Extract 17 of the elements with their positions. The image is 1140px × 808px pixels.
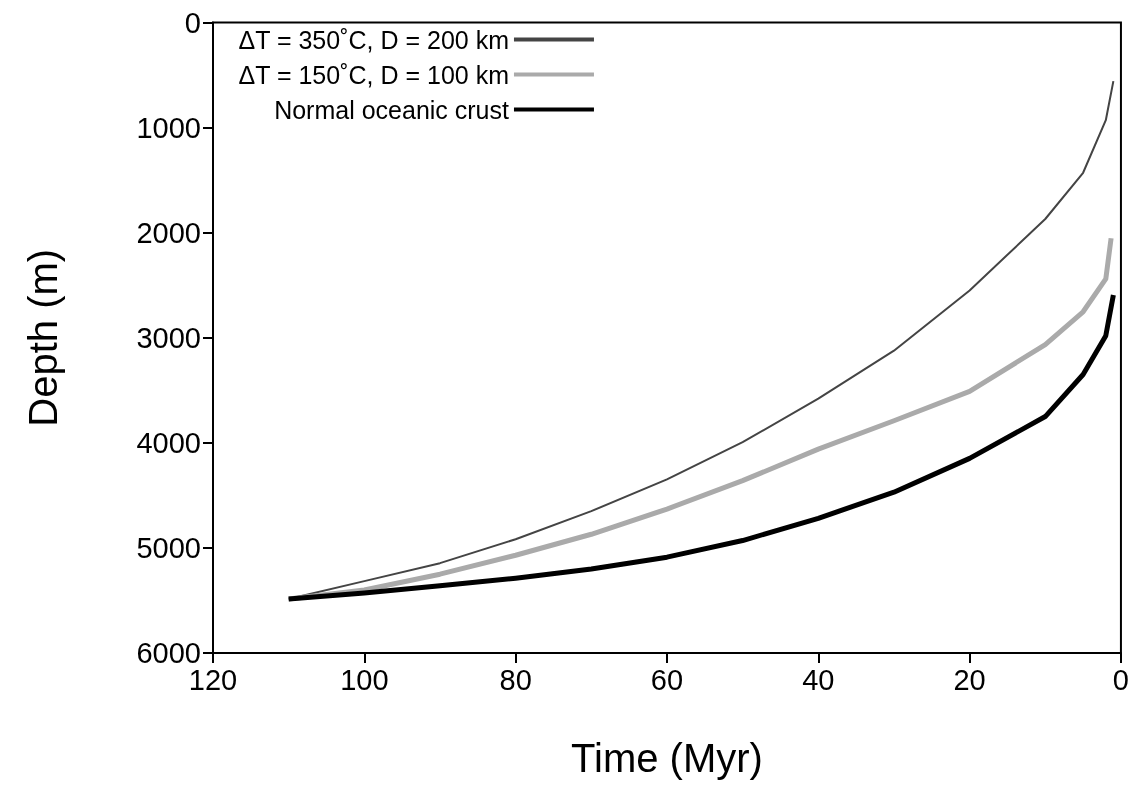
x-tick-label: 20	[953, 663, 986, 696]
legend-label: ΔT = 350˚C, D = 200 km	[238, 25, 509, 54]
y-axis-title: Depth (m)	[21, 248, 65, 427]
x-tick-label: 0	[1112, 663, 1130, 696]
y-tick-label: 0	[184, 6, 201, 39]
y-tick-label: 5000	[136, 531, 201, 564]
x-tick-label: 80	[499, 663, 532, 696]
legend-label: Normal oceanic crust	[274, 95, 510, 124]
y-tick-label: 4000	[136, 426, 201, 459]
x-tick-label: 40	[802, 663, 835, 696]
x-axis-title: Time (Myr)	[571, 736, 763, 780]
y-tick-label: 2000	[136, 216, 201, 249]
x-tick-label: 60	[650, 663, 684, 696]
x-tick-label: 100	[340, 663, 389, 696]
legend-label: ΔT = 150˚C, D = 100 km	[238, 60, 509, 89]
y-tick-label: 1000	[136, 111, 201, 144]
y-tick-label: 3000	[136, 321, 201, 354]
